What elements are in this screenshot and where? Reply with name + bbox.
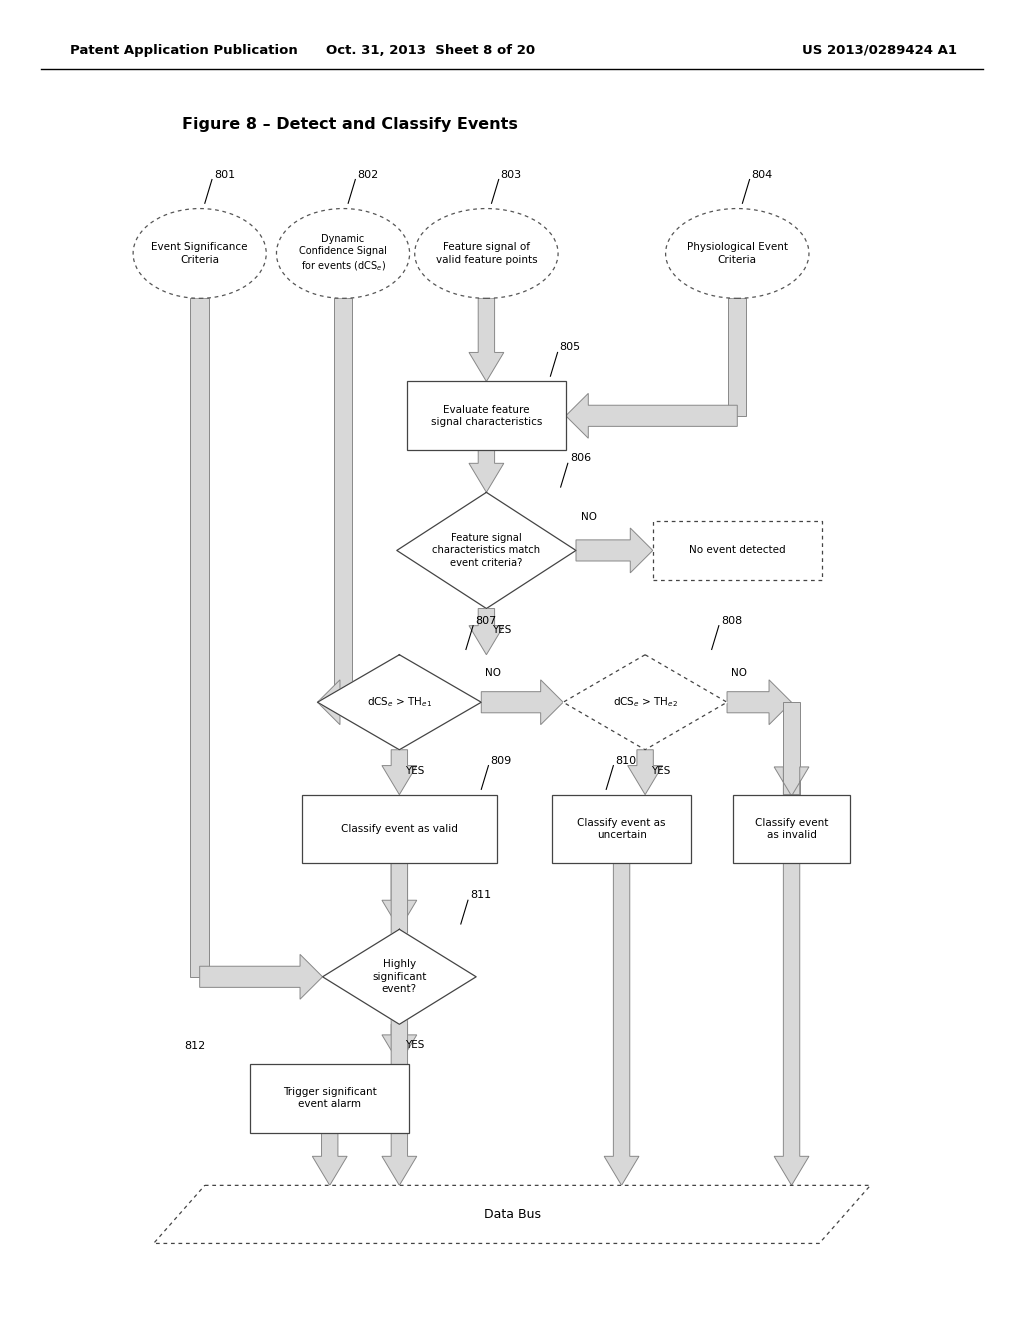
Text: Feature signal of
valid feature points: Feature signal of valid feature points	[435, 243, 538, 264]
Text: Trigger significant
event alarm: Trigger significant event alarm	[283, 1088, 377, 1109]
FancyArrow shape	[604, 863, 639, 1185]
Text: 812: 812	[184, 1040, 205, 1051]
Bar	[653, 520, 821, 581]
Text: dCS$_e$ > TH$_{e1}$: dCS$_e$ > TH$_{e1}$	[367, 696, 432, 709]
Bar	[783, 702, 800, 795]
Bar	[407, 381, 565, 450]
Text: 810: 810	[615, 755, 637, 766]
Bar	[733, 795, 850, 863]
Bar	[190, 298, 209, 977]
FancyArrow shape	[727, 680, 792, 725]
FancyArrow shape	[312, 1133, 347, 1185]
Polygon shape	[323, 929, 476, 1024]
Text: dCS$_e$ > TH$_{e2}$: dCS$_e$ > TH$_{e2}$	[612, 696, 678, 709]
FancyArrow shape	[469, 298, 504, 381]
Text: 809: 809	[490, 755, 512, 766]
FancyArrow shape	[200, 954, 323, 999]
Text: NO: NO	[582, 512, 597, 523]
FancyArrow shape	[317, 680, 343, 725]
Ellipse shape	[276, 209, 410, 298]
Text: Evaluate feature
signal characteristics: Evaluate feature signal characteristics	[431, 405, 542, 426]
Text: 801: 801	[214, 169, 236, 180]
Text: Classify event as
uncertain: Classify event as uncertain	[578, 818, 666, 840]
Text: YES: YES	[651, 766, 671, 776]
Text: 808: 808	[721, 615, 742, 626]
Polygon shape	[154, 1185, 870, 1243]
Text: Figure 8 – Detect and Classify Events: Figure 8 – Detect and Classify Events	[182, 116, 518, 132]
FancyArrow shape	[565, 393, 737, 438]
Text: 802: 802	[357, 169, 379, 180]
FancyArrow shape	[575, 528, 653, 573]
Text: Oct. 31, 2013  Sheet 8 of 20: Oct. 31, 2013 Sheet 8 of 20	[326, 44, 535, 57]
Text: 804: 804	[752, 169, 773, 180]
Text: Feature signal
characteristics match
event criteria?: Feature signal characteristics match eve…	[432, 533, 541, 568]
Ellipse shape	[133, 209, 266, 298]
Ellipse shape	[415, 209, 558, 298]
Text: 806: 806	[569, 453, 591, 463]
Text: Data Bus: Data Bus	[483, 1208, 541, 1221]
Text: YES: YES	[493, 624, 512, 635]
Bar	[728, 298, 746, 416]
FancyArrow shape	[382, 750, 417, 795]
Text: 811: 811	[470, 890, 492, 900]
Bar	[250, 1064, 409, 1133]
FancyArrow shape	[774, 767, 809, 796]
FancyArrow shape	[382, 863, 417, 1185]
Polygon shape	[396, 492, 575, 609]
Bar	[334, 298, 352, 702]
Text: 807: 807	[475, 615, 497, 626]
FancyArrow shape	[382, 863, 417, 929]
Text: 805: 805	[559, 342, 581, 352]
Polygon shape	[317, 655, 481, 750]
Text: YES: YES	[406, 1040, 425, 1051]
Text: Event Significance
Criteria: Event Significance Criteria	[152, 243, 248, 264]
FancyArrow shape	[469, 450, 504, 492]
Text: NO: NO	[731, 668, 748, 678]
Text: Highly
significant
event?: Highly significant event?	[372, 960, 427, 994]
Polygon shape	[563, 655, 727, 750]
FancyArrow shape	[382, 1024, 417, 1064]
Ellipse shape	[666, 209, 809, 298]
Text: NO: NO	[485, 668, 502, 678]
Text: YES: YES	[406, 766, 425, 776]
Text: 803: 803	[501, 169, 522, 180]
Text: Physiological Event
Criteria: Physiological Event Criteria	[687, 243, 787, 264]
Text: Patent Application Publication: Patent Application Publication	[70, 44, 297, 57]
Text: Classify event
as invalid: Classify event as invalid	[755, 818, 828, 840]
Text: US 2013/0289424 A1: US 2013/0289424 A1	[803, 44, 957, 57]
FancyArrow shape	[481, 680, 563, 725]
Bar	[553, 795, 690, 863]
Text: No event detected: No event detected	[689, 545, 785, 556]
Text: Classify event as valid: Classify event as valid	[341, 824, 458, 834]
FancyArrow shape	[469, 609, 504, 655]
Bar	[302, 795, 497, 863]
Text: Dynamic
Confidence Signal
for events (dCS$_e$): Dynamic Confidence Signal for events (dC…	[299, 234, 387, 273]
FancyArrow shape	[628, 750, 663, 795]
FancyArrow shape	[774, 863, 809, 1185]
